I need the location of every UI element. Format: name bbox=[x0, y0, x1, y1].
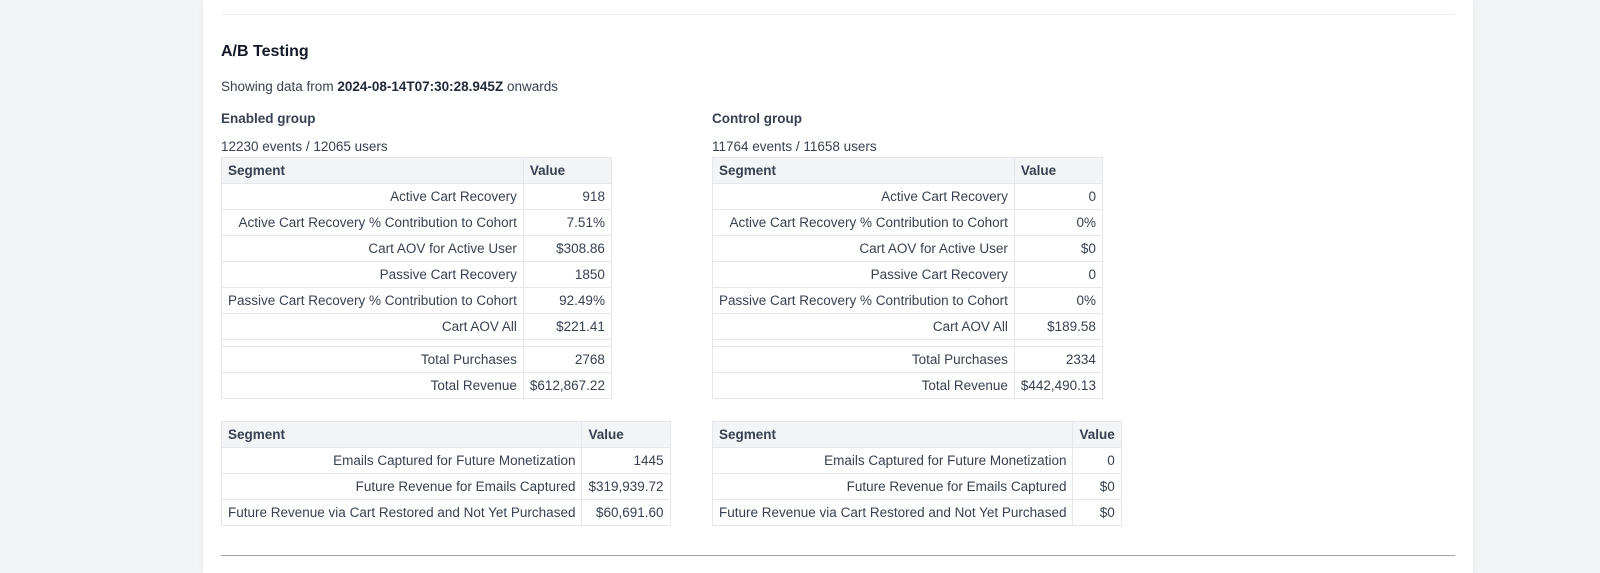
segment-header: Segment bbox=[712, 157, 1015, 184]
bottom-divider bbox=[221, 555, 1455, 556]
table-row: Cart AOV for Active User $308.86 bbox=[221, 235, 612, 262]
control-group: Control group 11764 events / 11658 users… bbox=[711, 111, 1122, 526]
date-prefix: Showing data from bbox=[221, 79, 334, 94]
date-suffix: onwards bbox=[506, 79, 558, 94]
value-cell: 1850 bbox=[522, 261, 612, 288]
table-row: Passive Cart Recovery 0 bbox=[712, 261, 1103, 288]
control-group-title: Control group bbox=[712, 111, 802, 126]
spacer-row bbox=[712, 339, 1103, 347]
table-header-row: Segment Value bbox=[220, 421, 671, 448]
segment-cell: Cart AOV All bbox=[221, 313, 524, 340]
table-header-row: Segment Value bbox=[712, 157, 1103, 184]
table-row: Cart AOV All $189.58 bbox=[712, 313, 1103, 340]
value-cell: $319,939.72 bbox=[581, 473, 671, 500]
value-cell: $308.86 bbox=[522, 235, 612, 262]
table-header-row: Segment Value bbox=[221, 157, 612, 184]
value-cell: 1445 bbox=[581, 447, 671, 474]
segment-cell: Cart AOV for Active User bbox=[221, 235, 524, 262]
table-row: Passive Cart Recovery % Contribution to … bbox=[712, 287, 1103, 314]
value-cell: 2334 bbox=[1013, 346, 1103, 373]
value-cell: 0% bbox=[1013, 209, 1103, 236]
value-cell: $0 bbox=[1072, 499, 1122, 526]
segment-cell: Emails Captured for Future Monetization bbox=[711, 447, 1074, 474]
control-metrics-table: Segment Value Active Cart Recovery 0 Acti… bbox=[712, 157, 1103, 399]
value-cell: 918 bbox=[522, 183, 612, 210]
table-row: Future Revenue via Cart Restored and Not… bbox=[220, 499, 671, 526]
enabled-group-title: Enabled group bbox=[221, 111, 316, 126]
value-cell: 0 bbox=[1072, 447, 1122, 474]
top-divider bbox=[221, 14, 1455, 15]
value-cell: $0 bbox=[1013, 235, 1103, 262]
segment-header: Segment bbox=[711, 421, 1074, 448]
value-header: Value bbox=[1072, 421, 1122, 448]
segment-cell: Active Cart Recovery bbox=[712, 183, 1015, 210]
segment-cell: Passive Cart Recovery bbox=[712, 261, 1015, 288]
table-row: Active Cart Recovery 918 bbox=[221, 183, 612, 210]
value-cell: 92.49% bbox=[522, 287, 612, 314]
table-row: Total Revenue $612,867.22 bbox=[221, 372, 612, 399]
table-row: Total Revenue $442,490.13 bbox=[712, 372, 1103, 399]
value-cell: $221.41 bbox=[522, 313, 612, 340]
segment-cell: Passive Cart Recovery % Contribution to … bbox=[221, 287, 524, 314]
value-cell: $612,867.22 bbox=[522, 372, 612, 399]
segment-cell: Passive Cart Recovery % Contribution to … bbox=[712, 287, 1015, 314]
segment-cell: Cart AOV for Active User bbox=[712, 235, 1015, 262]
table-row: Emails Captured for Future Monetization 1… bbox=[220, 447, 671, 474]
value-cell: $442,490.13 bbox=[1013, 372, 1103, 399]
table-row: Cart AOV All $221.41 bbox=[221, 313, 612, 340]
table-header-row: Segment Value bbox=[711, 421, 1122, 448]
table-row: Cart AOV for Active User $0 bbox=[712, 235, 1103, 262]
enabled-future-table: Segment Value Emails Captured for Future… bbox=[220, 421, 671, 526]
value-cell: 0 bbox=[1013, 183, 1103, 210]
table-row: Passive Cart Recovery 1850 bbox=[221, 261, 612, 288]
table-row: Future Revenue via Cart Restored and Not… bbox=[711, 499, 1122, 526]
segment-cell: Future Revenue via Cart Restored and Not… bbox=[711, 499, 1074, 526]
segment-cell: Emails Captured for Future Monetization bbox=[220, 447, 583, 474]
segment-cell: Future Revenue for Emails Captured bbox=[220, 473, 583, 500]
spacer-row bbox=[221, 339, 612, 347]
table-row: Total Purchases 2768 bbox=[221, 346, 612, 373]
segment-cell: Active Cart Recovery % Contribution to C… bbox=[712, 209, 1015, 236]
table-row: Active Cart Recovery % Contribution to C… bbox=[712, 209, 1103, 236]
segment-cell: Active Cart Recovery % Contribution to C… bbox=[221, 209, 524, 236]
enabled-group-stats: 12230 events / 12065 users bbox=[221, 139, 388, 154]
segment-cell: Passive Cart Recovery bbox=[221, 261, 524, 288]
section-title: A/B Testing bbox=[221, 43, 309, 60]
segment-header: Segment bbox=[221, 157, 524, 184]
value-cell: $0 bbox=[1072, 473, 1122, 500]
enabled-metrics-table: Segment Value Active Cart Recovery 918 Ac… bbox=[221, 157, 612, 399]
segment-cell: Future Revenue via Cart Restored and Not… bbox=[220, 499, 583, 526]
value-cell: $60,691.60 bbox=[581, 499, 671, 526]
value-cell: 0% bbox=[1013, 287, 1103, 314]
table-row: Active Cart Recovery % Contribution to C… bbox=[221, 209, 612, 236]
segment-cell: Total Revenue bbox=[221, 372, 524, 399]
value-header: Value bbox=[522, 157, 612, 184]
control-future-table: Segment Value Emails Captured for Future… bbox=[711, 421, 1122, 526]
ab-testing-card: A/B Testing Showing data from 2024-08-14… bbox=[203, 0, 1473, 573]
value-cell: 2768 bbox=[522, 346, 612, 373]
segment-cell: Total Purchases bbox=[221, 346, 524, 373]
date-range-text: Showing data from 2024-08-14T07:30:28.94… bbox=[221, 79, 558, 94]
table-row: Total Purchases 2334 bbox=[712, 346, 1103, 373]
value-cell: 7.51% bbox=[522, 209, 612, 236]
segment-cell: Active Cart Recovery bbox=[221, 183, 524, 210]
date-value: 2024-08-14T07:30:28.945Z bbox=[337, 79, 504, 94]
table-row: Future Revenue for Emails Captured $319,9… bbox=[220, 473, 671, 500]
segment-cell: Cart AOV All bbox=[712, 313, 1015, 340]
value-header: Value bbox=[581, 421, 671, 448]
enabled-group: Enabled group 12230 events / 12065 users… bbox=[220, 111, 671, 526]
table-row: Passive Cart Recovery % Contribution to … bbox=[221, 287, 612, 314]
segment-cell: Total Purchases bbox=[712, 346, 1015, 373]
table-row: Active Cart Recovery 0 bbox=[712, 183, 1103, 210]
segment-cell: Future Revenue for Emails Captured bbox=[711, 473, 1074, 500]
table-row: Future Revenue for Emails Captured $0 bbox=[711, 473, 1122, 500]
control-group-stats: 11764 events / 11658 users bbox=[712, 139, 877, 154]
table-row: Emails Captured for Future Monetization 0 bbox=[711, 447, 1122, 474]
value-cell: 0 bbox=[1013, 261, 1103, 288]
segment-header: Segment bbox=[220, 421, 583, 448]
segment-cell: Total Revenue bbox=[712, 372, 1015, 399]
value-cell: $189.58 bbox=[1013, 313, 1103, 340]
value-header: Value bbox=[1013, 157, 1103, 184]
